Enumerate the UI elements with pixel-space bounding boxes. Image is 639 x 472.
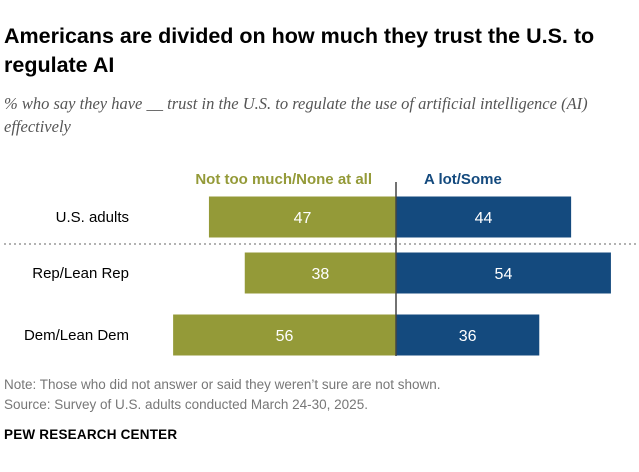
legend: Not too much/None at all A lot/Some: [195, 171, 501, 188]
bar-rows: U.S. adults 47 44 Rep/Lean Rep 38 54 Dem/Lean …: [24, 196, 611, 356]
bar-positive: [396, 314, 540, 356]
bar-row: Dem/Lean Dem 56 36: [24, 314, 540, 356]
data-label-positive: 54: [495, 266, 513, 283]
chart-subtitle: % who say they have __ trust in the U.S.…: [4, 94, 588, 136]
category-label: U.S. adults: [56, 209, 129, 226]
brand-logo-text: PEW RESEARCH CENTER: [4, 427, 178, 442]
footnote: Note: Those who did not answer or said t…: [4, 377, 441, 392]
source-note: Source: Survey of U.S. adults conducted …: [4, 397, 368, 412]
data-label-positive: 44: [475, 210, 493, 227]
legend-negative: Not too much/None at all: [195, 171, 372, 188]
data-label-negative: 56: [276, 328, 294, 345]
data-label-negative: 47: [294, 210, 312, 227]
diverging-bar-chart: Not too much/None at all A lot/Some U.S. …: [4, 171, 636, 356]
data-label-positive: 36: [459, 328, 477, 345]
data-label-negative: 38: [311, 266, 329, 283]
category-label: Rep/Lean Rep: [32, 265, 129, 282]
chart-title: Americans are divided on how much they t…: [4, 24, 595, 77]
bar-negative: [208, 196, 396, 238]
bar-row: Rep/Lean Rep 38 54: [32, 252, 611, 294]
bar-negative: [244, 252, 396, 294]
bar-positive: [396, 196, 572, 238]
legend-positive: A lot/Some: [424, 171, 502, 188]
bar-row: U.S. adults 47 44: [56, 196, 572, 238]
category-label: Dem/Lean Dem: [24, 327, 129, 344]
bar-negative: [173, 314, 396, 356]
bar-positive: [396, 252, 611, 294]
